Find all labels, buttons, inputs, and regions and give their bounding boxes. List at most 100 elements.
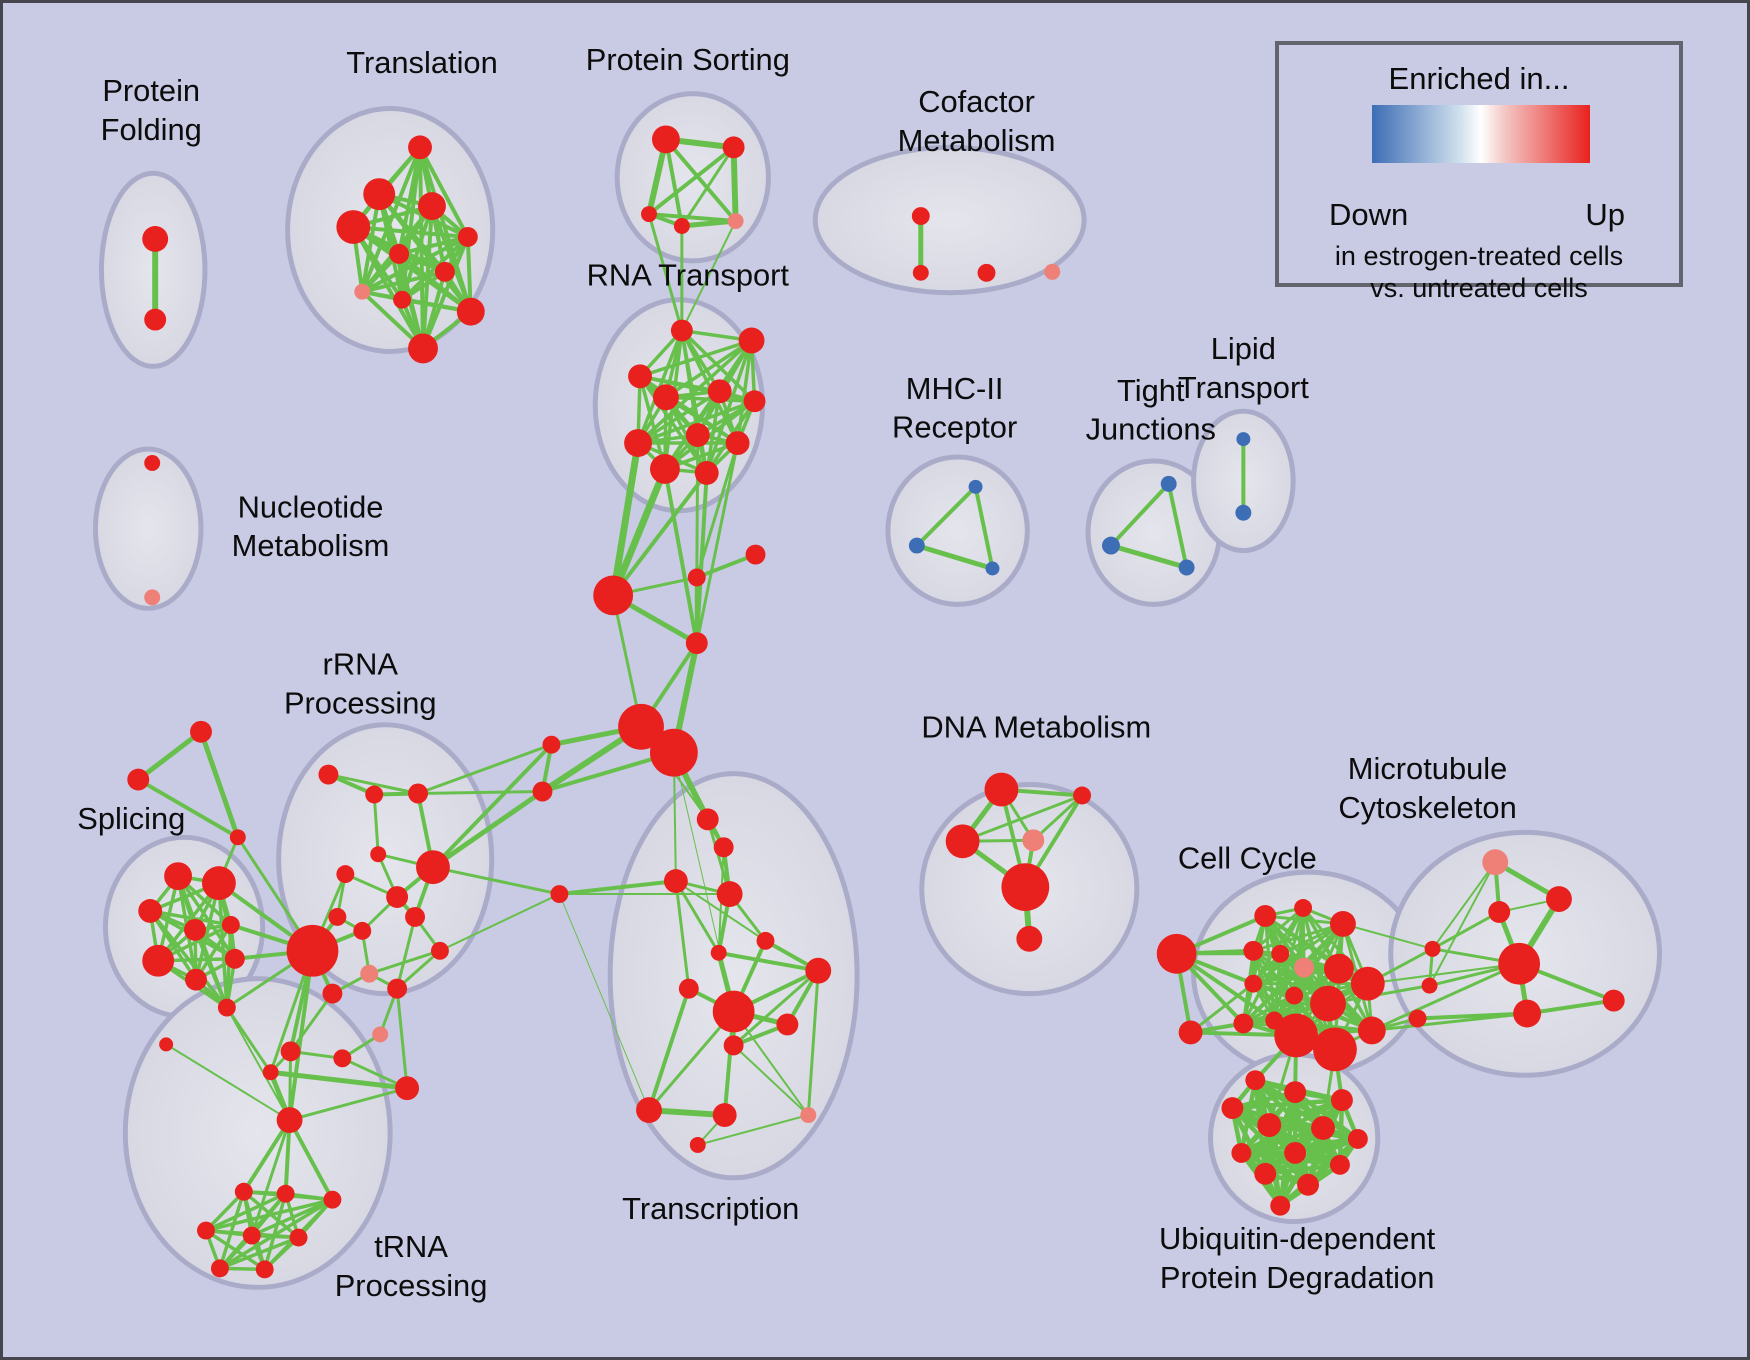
edge: [732, 1044, 810, 1117]
node-77: [416, 850, 450, 885]
cluster-label-mhc-ii-receptor: Receptor: [892, 410, 1017, 445]
edge: [372, 792, 380, 856]
node-148: [908, 537, 925, 554]
node-47: [776, 1013, 799, 1036]
edge: [914, 543, 995, 571]
node-127: [1408, 1009, 1427, 1028]
node-118: [1357, 1016, 1386, 1045]
edge: [430, 742, 554, 870]
edge: [268, 1069, 410, 1091]
cluster-label-lipid-transport: Transport: [1178, 370, 1309, 405]
node-137: [1329, 1154, 1350, 1175]
node-122: [1498, 942, 1541, 985]
node-21: [652, 384, 679, 411]
edge: [680, 328, 757, 403]
edge: [674, 879, 691, 991]
node-20: [628, 364, 652, 389]
node-149: [985, 561, 1000, 576]
edge: [204, 1191, 288, 1233]
edge: [418, 145, 470, 239]
edge: [647, 986, 691, 1113]
edge: [806, 969, 820, 1117]
node-37: [550, 885, 569, 904]
node-93: [276, 1184, 295, 1203]
node-89: [262, 1064, 279, 1081]
cluster-label-ubiquitin-dependent-protein-degradation: Ubiquitin-dependent: [1159, 1221, 1436, 1256]
edge: [1108, 543, 1190, 570]
edge: [1263, 1162, 1343, 1177]
edge: [360, 269, 447, 294]
node-96: [242, 1226, 261, 1245]
cluster-label-microtubule-cytoskeleton: Cytoskeleton: [1338, 790, 1516, 825]
network-canvas: Protein Folding Translation Protein Sorting…: [77, 42, 1663, 1303]
node-81: [353, 921, 372, 940]
edge: [250, 1118, 292, 1238]
node-49: [636, 1097, 662, 1124]
labels-layer: Protein Folding Translation Protein Sorting…: [77, 42, 1516, 1303]
node-3: [363, 178, 396, 211]
node-117: [1313, 1027, 1357, 1072]
edge: [662, 466, 699, 646]
edge: [1416, 1012, 1529, 1020]
cluster-label-splicing: Splicing: [77, 801, 185, 836]
node-143: [977, 263, 996, 282]
node-131: [1221, 1097, 1244, 1120]
node-95: [197, 1221, 215, 1240]
node-59: [164, 862, 193, 891]
edge: [176, 874, 237, 961]
node-123: [1513, 999, 1542, 1028]
cluster-label-nucleotide-metabolism: Metabolism: [232, 528, 390, 563]
node-28: [694, 460, 719, 485]
edge: [679, 218, 739, 229]
edge: [1251, 922, 1345, 953]
node-56: [1022, 829, 1045, 852]
edge: [326, 773, 420, 795]
edge: [663, 137, 738, 224]
node-85: [387, 978, 408, 999]
node-103: [1254, 905, 1277, 927]
cluster-label-cofactor-metabolism: Cofactor: [918, 84, 1035, 119]
node-129: [1284, 1081, 1307, 1104]
node-102: [1178, 1020, 1203, 1045]
node-80: [328, 907, 347, 926]
edge: [663, 137, 684, 229]
cluster-label-tight-junctions: Tight: [1117, 373, 1185, 408]
edge: [611, 470, 709, 598]
node-112: [1285, 986, 1304, 1005]
cluster-label-rrna-processing: rRNA: [323, 647, 399, 682]
node-24: [624, 429, 652, 457]
node-125: [1424, 940, 1441, 957]
cluster-label-nucleotide-metabolism: Nucleotide: [238, 489, 384, 524]
edge: [1341, 922, 1434, 950]
node-7: [389, 243, 410, 264]
edge: [647, 212, 684, 333]
edge: [262, 1191, 288, 1272]
edge: [636, 389, 722, 445]
edge: [395, 915, 417, 991]
node-12: [408, 333, 438, 364]
edge: [1189, 982, 1255, 1034]
edge: [287, 948, 315, 1123]
node-146: [144, 589, 161, 606]
node-53: [984, 772, 1019, 807]
node-32: [685, 632, 708, 655]
edge: [732, 1010, 810, 1117]
edge: [558, 893, 650, 1111]
edge: [360, 145, 423, 294]
edge: [973, 484, 995, 571]
legend-up-label: Up: [1585, 197, 1625, 232]
node-68: [190, 720, 212, 743]
node-142: [912, 264, 929, 281]
edge: [250, 1197, 335, 1238]
node-87: [372, 1026, 389, 1043]
edge: [1239, 1125, 1326, 1156]
node-4: [418, 192, 446, 221]
cluster-label-rrna-processing: Processing: [284, 685, 437, 720]
node-9: [354, 283, 371, 300]
node-2: [408, 135, 432, 160]
node-82: [430, 941, 449, 960]
cluster-label-tight-junctions: Junctions: [1086, 412, 1216, 447]
edge: [204, 1228, 267, 1272]
edge: [218, 1235, 301, 1271]
